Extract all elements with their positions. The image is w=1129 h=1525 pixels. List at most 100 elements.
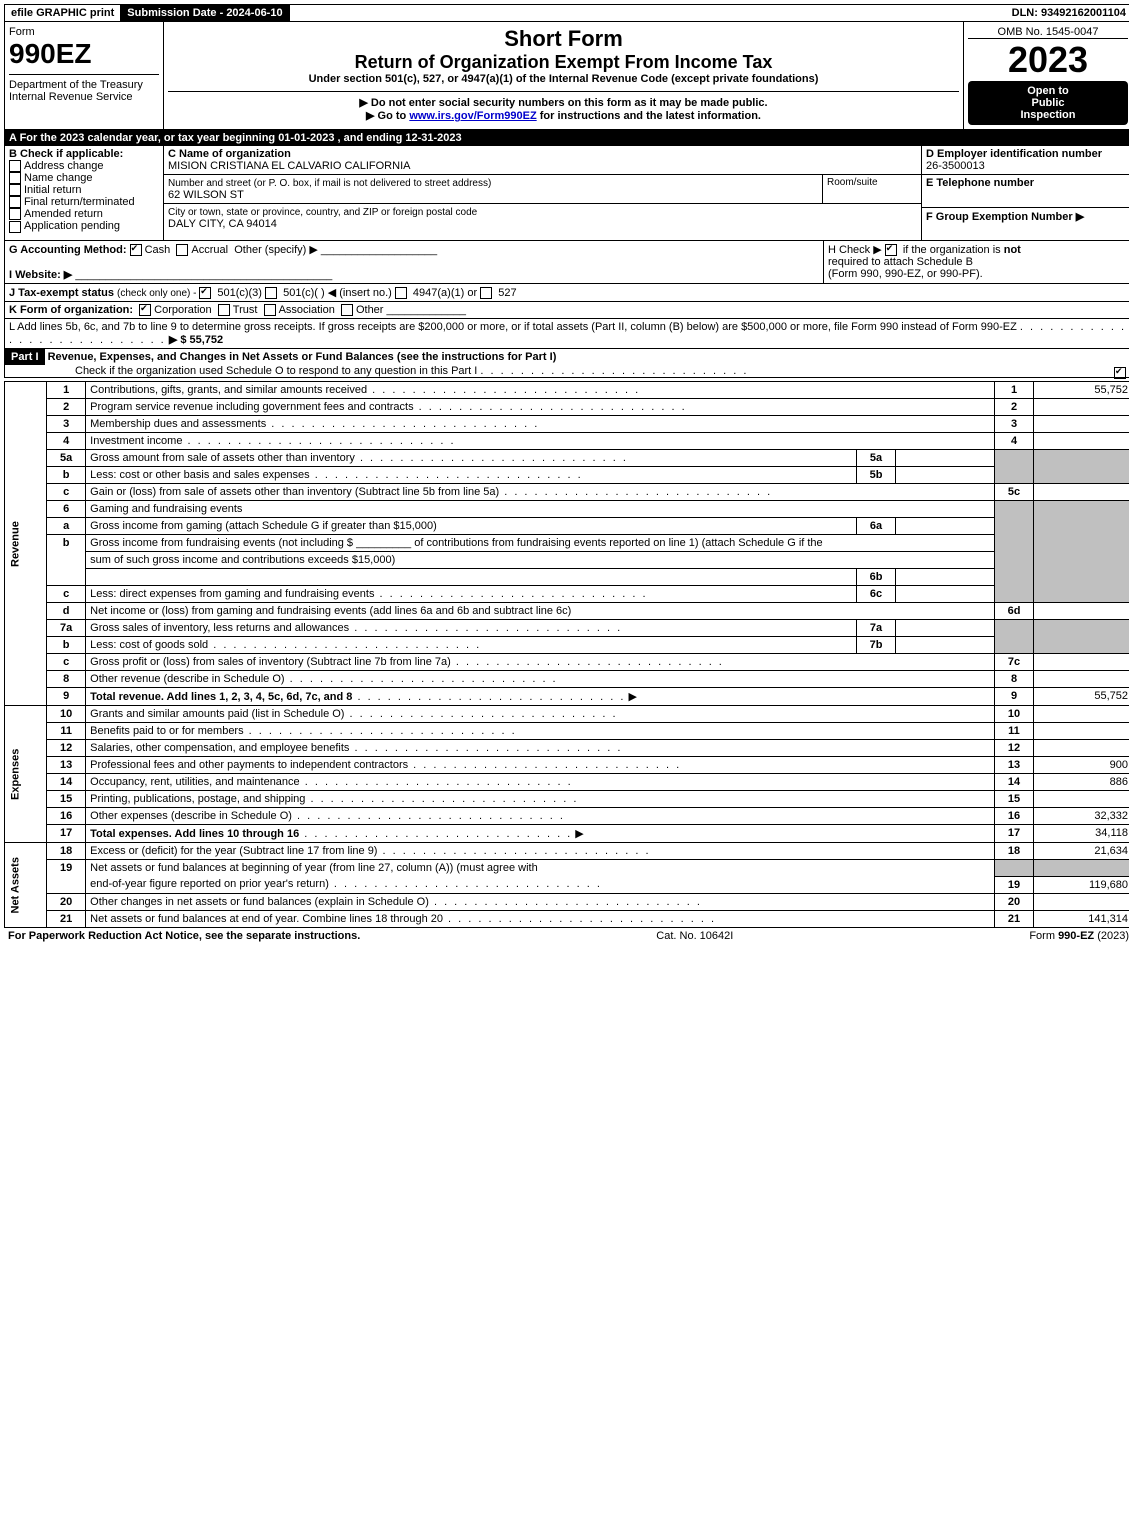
line-20: Other changes in net assets or fund bala… [90, 896, 429, 908]
ln-21: 21 [47, 910, 86, 927]
subtitle: Under section 501(c), 527, or 4947(a)(1)… [168, 73, 959, 85]
ln-17: 17 [47, 825, 86, 843]
line-1: Contributions, gifts, grants, and simila… [90, 384, 367, 396]
box-17: 17 [995, 825, 1034, 843]
box-6c: 6c [857, 586, 896, 603]
submission-date: Submission Date - 2024-06-10 [121, 5, 289, 21]
line-6b-1: Gross income from fundraising events (no… [90, 537, 353, 549]
street-label: Number and street (or P. O. box, if mail… [168, 178, 491, 189]
box-10: 10 [995, 706, 1034, 723]
b-opt-0[interactable]: Address change [24, 160, 104, 172]
open-line1: Open to [972, 85, 1124, 97]
section-gh: G Accounting Method: Cash Accrual Other … [4, 241, 1129, 284]
city: DALY CITY, CA 94014 [168, 218, 277, 230]
box-7c: 7c [995, 654, 1034, 671]
line-5c: Gain or (loss) from sale of assets other… [90, 486, 499, 498]
line-10: Grants and similar amounts paid (list in… [90, 708, 344, 720]
j-pre: J Tax-exempt status [9, 287, 117, 299]
note-goto-post: for instructions and the latest informat… [537, 110, 761, 122]
box-18: 18 [995, 843, 1034, 860]
box-3: 3 [995, 416, 1034, 433]
box-7b: 7b [857, 637, 896, 654]
ln-19: 19 [47, 860, 86, 894]
val-19: 119,680 [1034, 876, 1129, 893]
h-text1: H Check ▶ [828, 244, 882, 256]
top-bar: efile GRAPHIC print Submission Date - 20… [4, 4, 1129, 22]
box-15: 15 [995, 791, 1034, 808]
ln-8: 8 [47, 671, 86, 688]
dept-label: Department of the Treasury [9, 79, 159, 91]
ln-2: 2 [47, 399, 86, 416]
efile-link[interactable]: efile GRAPHIC print [5, 5, 121, 21]
j-b[interactable]: 501(c)( ) ◀ (insert no.) [280, 287, 395, 299]
box-6d: 6d [995, 603, 1034, 620]
form-header: Form 990EZ Department of the Treasury In… [4, 22, 1129, 130]
val-9: 55,752 [1034, 688, 1129, 706]
b-opt-2[interactable]: Initial return [24, 184, 81, 196]
val-14: 886 [1034, 774, 1129, 791]
open-to-public: Open to Public Inspection [968, 81, 1128, 125]
ln-7c: c [47, 654, 86, 671]
b-opt-5[interactable]: Application pending [24, 220, 120, 232]
line-7c: Gross profit or (loss) from sales of inv… [90, 656, 451, 668]
title-short-form: Short Form [168, 26, 959, 52]
val-16: 32,332 [1034, 808, 1129, 825]
section-a: A For the 2023 calendar year, or tax yea… [4, 130, 1129, 146]
line-6: Gaming and fundraising events [86, 501, 995, 518]
i-label: I Website: ▶ [9, 269, 72, 281]
b-opt-4[interactable]: Amended return [24, 208, 103, 220]
open-line3: Inspection [972, 109, 1124, 121]
k-opt-0[interactable]: Corporation [154, 304, 211, 316]
omb: OMB No. 1545-0047 [968, 26, 1128, 39]
ln-6a: a [47, 518, 86, 535]
line-21: Net assets or fund balances at end of ye… [90, 913, 443, 925]
line-6b-3: sum of such gross income and contributio… [90, 554, 395, 566]
ln-4: 4 [47, 433, 86, 450]
j-d[interactable]: 527 [495, 287, 516, 299]
box-5b: 5b [857, 467, 896, 484]
b-opt-1[interactable]: Name change [24, 172, 93, 184]
l-amount: ▶ $ 55,752 [169, 334, 223, 346]
line-6d: Net income or (loss) from gaming and fun… [90, 605, 571, 617]
b-opt-3[interactable]: Final return/terminated [24, 196, 135, 208]
line-8: Other revenue (describe in Schedule O) [90, 673, 284, 685]
ln-7b: b [47, 637, 86, 654]
j-a[interactable]: 501(c)(3) [214, 287, 265, 299]
k-opt-2[interactable]: Association [279, 304, 335, 316]
g-accrual[interactable]: Accrual [191, 244, 228, 256]
box-14: 14 [995, 774, 1034, 791]
line-6b-2: of contributions from fundraising events… [414, 537, 822, 549]
box-5c: 5c [995, 484, 1034, 501]
j-small: (check only one) - [117, 288, 199, 299]
box-2: 2 [995, 399, 1034, 416]
ln-5c: c [47, 484, 86, 501]
line-5b: Less: cost or other basis and sales expe… [90, 469, 310, 481]
part1-sub: Check if the organization used Schedule … [5, 365, 477, 377]
revenue-side: Revenue [5, 382, 47, 706]
c-label: C Name of organization [168, 148, 291, 160]
line-16: Other expenses (describe in Schedule O) [90, 810, 292, 822]
h-text2: if the organization is [903, 244, 1004, 256]
box-12: 12 [995, 740, 1034, 757]
box-19: 19 [995, 876, 1034, 893]
l-text: L Add lines 5b, 6c, and 7b to line 9 to … [9, 321, 1017, 333]
irs-link[interactable]: www.irs.gov/Form990EZ [409, 110, 536, 122]
ln-3: 3 [47, 416, 86, 433]
box-7a: 7a [857, 620, 896, 637]
section-bcdef: B Check if applicable: Address change Na… [4, 146, 1129, 241]
box-13: 13 [995, 757, 1034, 774]
line-4: Investment income [90, 435, 182, 447]
j-c[interactable]: 4947(a)(1) or [410, 287, 480, 299]
g-other[interactable]: Other (specify) ▶ [234, 244, 318, 256]
box-20: 20 [995, 893, 1034, 910]
line-6a: Gross income from gaming (attach Schedul… [90, 520, 437, 532]
box-21: 21 [995, 910, 1034, 927]
val-21: 141,314 [1034, 910, 1129, 927]
line-17: Total expenses. Add lines 10 through 16 [90, 828, 299, 840]
ln-13: 13 [47, 757, 86, 774]
ln-6d: d [47, 603, 86, 620]
k-opt-3[interactable]: Other [356, 304, 384, 316]
page-footer: For Paperwork Reduction Act Notice, see … [4, 928, 1129, 944]
k-opt-1[interactable]: Trust [233, 304, 258, 316]
g-cash[interactable]: Cash [145, 244, 171, 256]
